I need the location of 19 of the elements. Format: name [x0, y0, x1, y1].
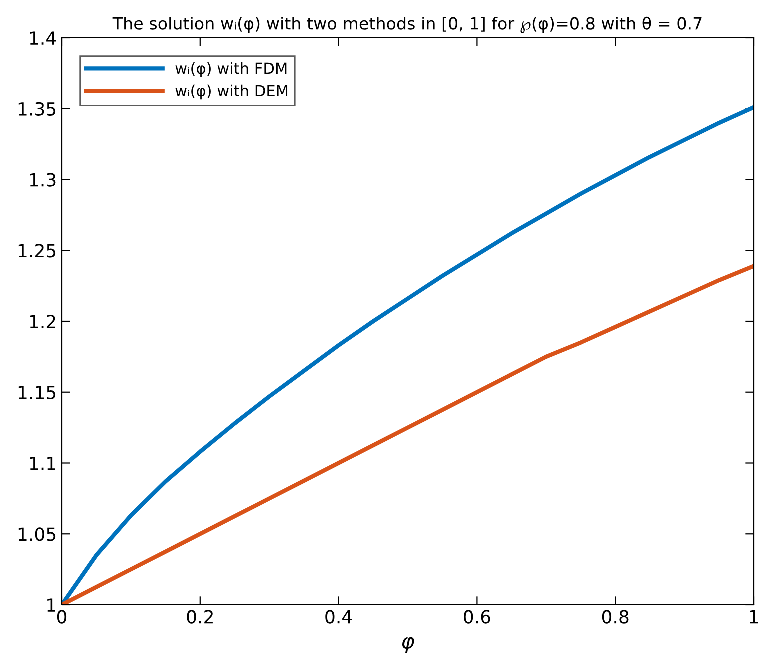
legend-label: wᵢ(φ) with FDM	[176, 62, 287, 78]
y-tick-label: 1.35	[18, 102, 56, 116]
x-tick-label: 0.4	[326, 610, 352, 624]
y-tick-label: 1.25	[18, 244, 56, 258]
x-tick-label: 0	[57, 610, 67, 624]
x-tick-label: 0.6	[464, 610, 490, 624]
y-tick-label: 1.4	[30, 32, 56, 45]
y-tick-label: 1.3	[30, 173, 56, 187]
x-axis-title: φ	[402, 637, 414, 654]
y-tick-label: 1	[48, 598, 56, 612]
y-tick-label: 1.15	[18, 386, 56, 400]
x-tick-label: 0.2	[187, 610, 213, 624]
legend-label: wᵢ(φ) with DEM	[176, 84, 288, 100]
chart-title: The solution wᵢ(φ) with two methods in [0, 1] for ℘(φ)=0.8 with θ = 0.7	[112, 16, 702, 34]
x-tick-label: 0.8	[602, 610, 629, 624]
y-tick-label: 1.2	[30, 314, 56, 328]
y-tick-label: 1.1	[30, 456, 56, 470]
x-tick-label: 1	[750, 610, 758, 624]
y-tick-label: 1.05	[18, 528, 56, 542]
